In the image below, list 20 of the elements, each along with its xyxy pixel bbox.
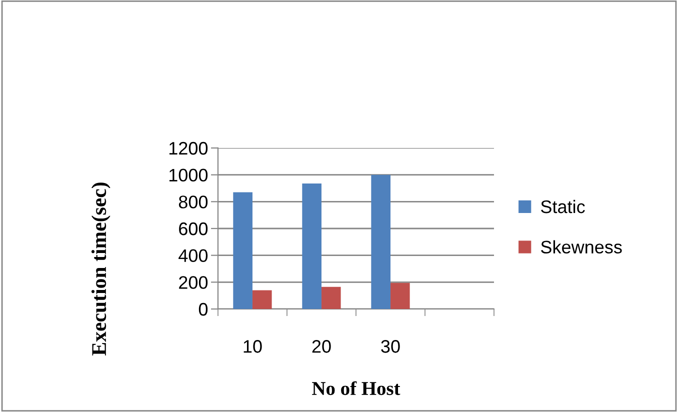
y-tick-label: 200 <box>179 276 208 289</box>
bar <box>371 174 390 309</box>
legend-label: Skewness <box>541 240 622 254</box>
bar <box>390 282 410 309</box>
x-tick-label: 10 <box>244 340 262 353</box>
y-tick-label: 1200 <box>169 142 208 155</box>
y-tick-label: 400 <box>178 249 208 262</box>
y-axis-title: Execution time(sec) <box>91 182 110 356</box>
bar <box>233 192 252 309</box>
y-tick-label: 1000 <box>169 168 208 182</box>
bar <box>252 290 272 309</box>
x-axis-title: No of Host <box>312 381 400 396</box>
x-tick-label: 30 <box>381 340 400 353</box>
bar <box>321 286 341 309</box>
y-tick-label: 600 <box>179 222 208 236</box>
y-tick-label: 0 <box>198 302 208 316</box>
x-tick-label: 20 <box>312 340 331 353</box>
legend-label: Static <box>541 200 585 214</box>
y-tick-label: 800 <box>178 196 208 208</box>
bar <box>302 184 322 309</box>
